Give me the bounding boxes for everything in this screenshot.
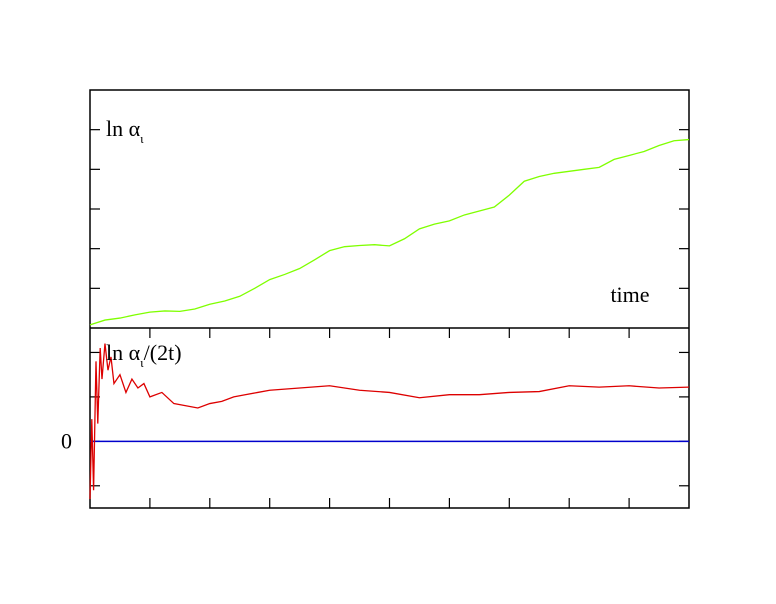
frame <box>89 89 690 509</box>
label-part: ι <box>140 355 144 370</box>
line-series <box>89 343 690 500</box>
line-series <box>89 138 690 326</box>
x-axis-label: time <box>610 282 649 307</box>
panel-label: ln αι <box>106 116 144 146</box>
label-part: ln α <box>106 116 141 141</box>
label-part: ln α <box>106 340 141 365</box>
panel-label: ln αι/(2t) <box>106 340 182 370</box>
label-part: /(2t) <box>144 340 182 365</box>
label-part: ι <box>140 131 144 146</box>
y-tick-label: 0 <box>61 428 72 453</box>
